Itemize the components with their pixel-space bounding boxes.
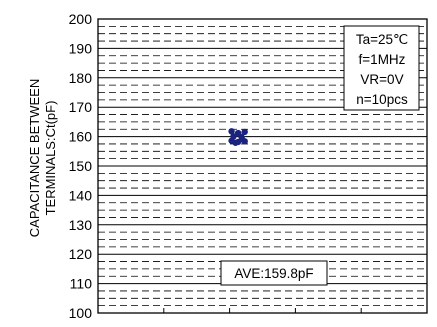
y-tick-label: 160 bbox=[69, 129, 93, 145]
y-tick-label: 140 bbox=[69, 187, 93, 203]
data-points bbox=[228, 128, 248, 146]
data-point bbox=[228, 128, 235, 135]
condition-temperature: Ta=25℃ bbox=[356, 32, 408, 47]
y-tick-label: 100 bbox=[69, 305, 93, 321]
y-tick-label: 180 bbox=[69, 70, 93, 86]
y-tick-label: 150 bbox=[69, 158, 93, 174]
y-tick-label: 200 bbox=[69, 11, 93, 27]
y-axis-label-line2: TERMINALS:Ct(pF) bbox=[43, 101, 58, 216]
plot-frame bbox=[97, 18, 428, 314]
y-axis-label-line1: CAPACITANCE BETWEEN bbox=[27, 79, 42, 237]
condition-frequency: f=1MHz bbox=[359, 52, 406, 67]
average-label: AVE:159.8pF bbox=[234, 266, 313, 281]
y-tick-label: 120 bbox=[69, 246, 93, 262]
data-point bbox=[241, 128, 248, 136]
conditions-box: Ta=25℃ f=1MHz VR=0V n=10pcs bbox=[343, 25, 420, 111]
y-tick-label: 130 bbox=[69, 217, 93, 233]
data-point bbox=[232, 139, 239, 146]
average-box: AVE:159.8pF bbox=[220, 260, 328, 286]
condition-voltage: VR=0V bbox=[360, 72, 403, 87]
condition-sample-count: n=10pcs bbox=[356, 92, 408, 107]
y-tick-label: 170 bbox=[69, 99, 93, 115]
y-tick-label: 190 bbox=[69, 40, 93, 56]
y-tick-labels: 100 110 120 130 140 150 160 170 180 190 200 bbox=[69, 11, 93, 321]
data-point bbox=[238, 136, 246, 143]
y-tick-label: 110 bbox=[70, 276, 93, 292]
